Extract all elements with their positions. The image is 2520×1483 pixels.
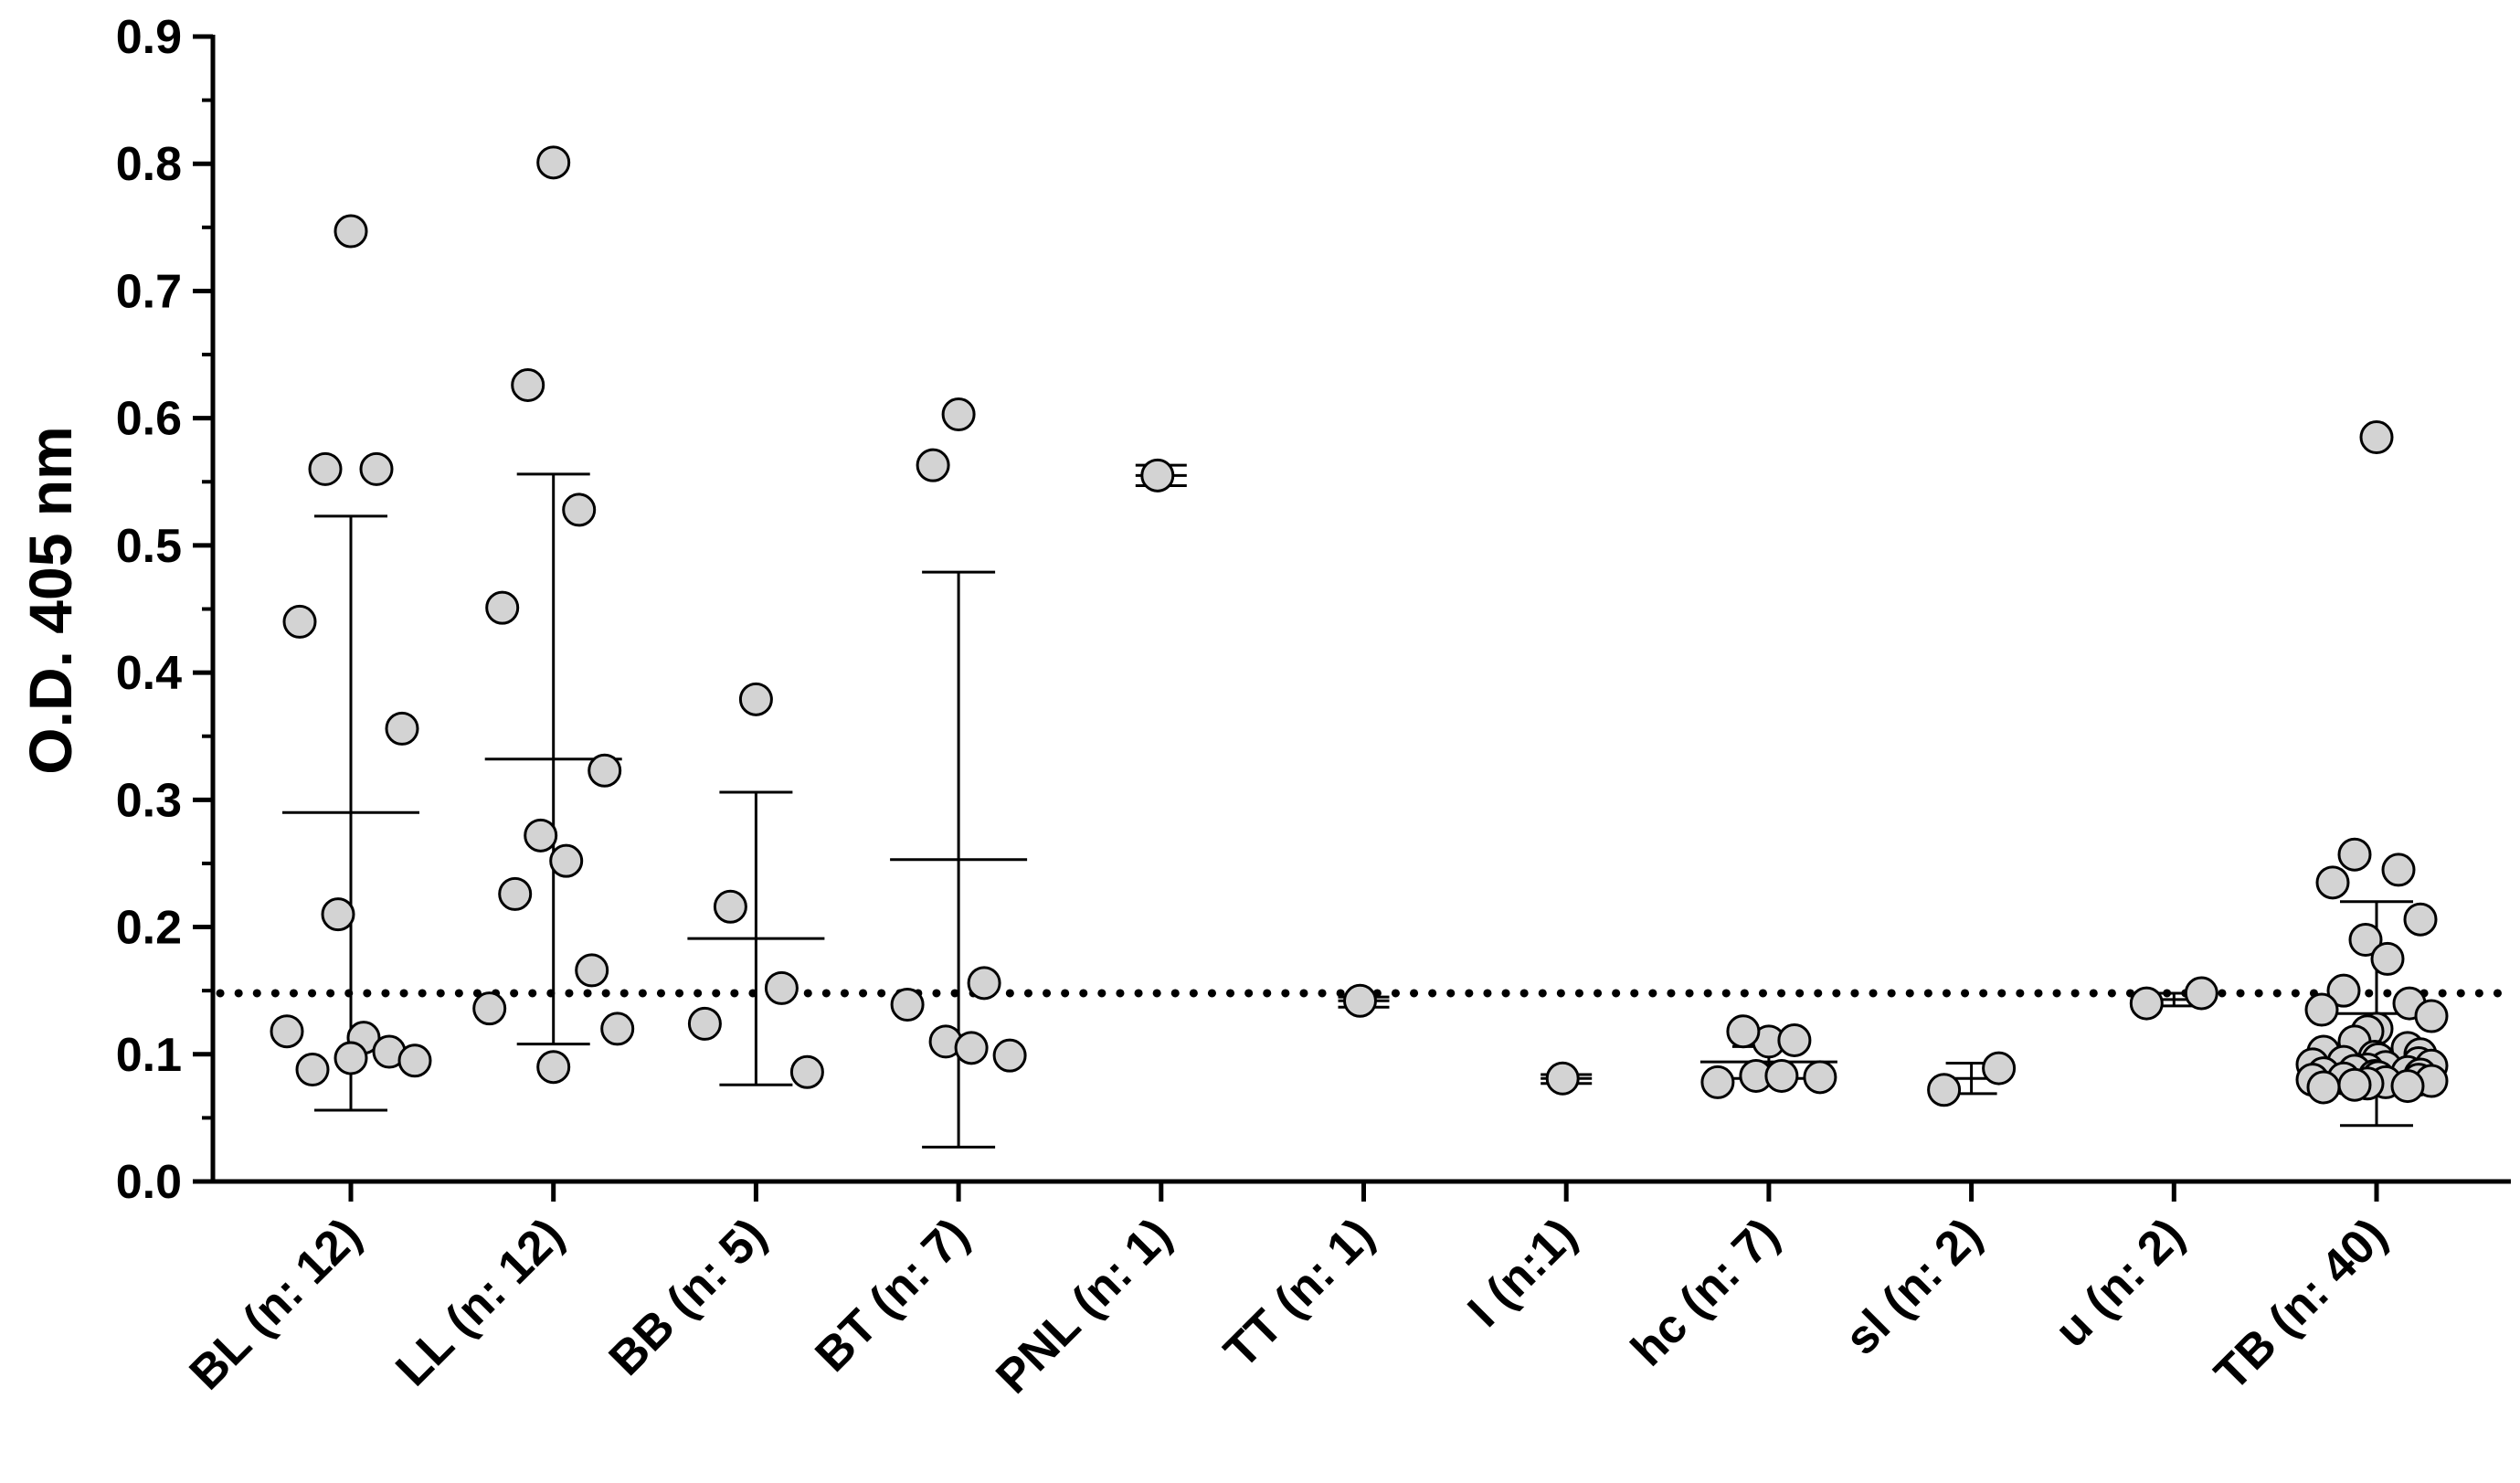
y-tick-label: 0.0 xyxy=(116,1156,182,1209)
data-point xyxy=(2359,420,2394,455)
data-point xyxy=(385,711,419,746)
data-point xyxy=(2326,973,2361,1008)
y-tick-label: 0.4 xyxy=(116,647,182,700)
data-point xyxy=(1803,1060,1837,1095)
data-point xyxy=(498,876,533,911)
data-point xyxy=(2337,1067,2372,1102)
data-point xyxy=(2184,976,2218,1011)
data-point xyxy=(2414,999,2449,1033)
x-tick-label: u (n: 2) xyxy=(2045,1208,2195,1358)
data-point xyxy=(2370,941,2405,976)
data-point xyxy=(2129,986,2164,1021)
data-point xyxy=(954,1031,989,1065)
data-point xyxy=(536,145,571,180)
x-tick-label: BL (n: 12) xyxy=(180,1208,372,1400)
data-point xyxy=(687,1006,722,1041)
data-point xyxy=(789,1054,824,1089)
y-tick-label: 0.1 xyxy=(116,1029,182,1082)
x-tick-label: TB (n: 40) xyxy=(2205,1208,2398,1401)
data-point xyxy=(713,889,747,924)
data-point xyxy=(562,493,597,527)
data-point xyxy=(1777,1022,1812,1057)
data-point xyxy=(992,1038,1027,1073)
data-point xyxy=(2403,902,2438,937)
data-point xyxy=(1140,458,1175,493)
data-point xyxy=(2390,1069,2425,1104)
data-point xyxy=(2306,1070,2341,1105)
x-tick-label: I (n:1) xyxy=(1458,1208,1587,1337)
x-tick-label: LL (n: 12) xyxy=(386,1208,574,1396)
data-point xyxy=(764,970,799,1005)
data-point xyxy=(2337,837,2372,872)
data-point xyxy=(738,682,773,716)
data-point xyxy=(890,987,925,1022)
data-point xyxy=(321,897,355,932)
data-point xyxy=(282,604,317,639)
x-tick-label: BB (n: 5) xyxy=(599,1208,777,1385)
axes-layer xyxy=(193,34,2511,1202)
error-bars-layer xyxy=(282,463,2445,1149)
y-axis-label: O.D. 405 nm xyxy=(16,426,84,774)
data-point xyxy=(1700,1065,1735,1099)
data-point xyxy=(2304,992,2339,1027)
data-point xyxy=(472,991,507,1026)
x-tick-label: sl (n: 2) xyxy=(1835,1208,1992,1365)
labels-layer: 0.0 0.1 0.2 0.3 0.4 0.5 0.6 0.7 0.8 0.9 BL (n: 12)… xyxy=(116,11,2398,1404)
data-point xyxy=(1764,1058,1799,1093)
data-point xyxy=(308,451,343,486)
data-point xyxy=(575,953,609,988)
y-tick-label: 0.9 xyxy=(116,11,182,64)
data-point xyxy=(511,367,545,402)
data-point xyxy=(359,451,394,486)
data-point xyxy=(485,590,520,625)
data-point xyxy=(549,843,584,878)
y-tick-label: 0.7 xyxy=(116,265,182,318)
data-point xyxy=(1343,983,1377,1018)
y-tick-label: 0.8 xyxy=(116,138,182,191)
data-point xyxy=(2381,853,2416,887)
x-tick-label: hc (n: 7) xyxy=(1621,1208,1789,1376)
points-layer xyxy=(270,145,2449,1107)
y-tick-label: 0.5 xyxy=(116,520,182,573)
y-tick-label: 0.6 xyxy=(116,393,182,446)
data-point xyxy=(295,1052,330,1086)
data-point xyxy=(397,1043,432,1078)
data-point xyxy=(334,214,368,249)
data-point xyxy=(2315,865,2350,900)
data-point xyxy=(1545,1061,1580,1096)
data-point xyxy=(600,1012,635,1046)
data-point xyxy=(941,397,976,431)
data-point xyxy=(334,1041,368,1075)
data-point xyxy=(2348,922,2383,957)
data-point xyxy=(967,966,1001,1001)
data-point xyxy=(916,448,950,482)
data-point xyxy=(536,1050,571,1085)
data-point xyxy=(588,753,622,788)
data-point xyxy=(1982,1051,2017,1086)
x-tick-label: TT (n: 1) xyxy=(1214,1208,1384,1378)
data-point xyxy=(1927,1073,1962,1107)
data-point xyxy=(1726,1014,1761,1049)
data-point xyxy=(524,818,558,853)
x-tick-label: PNL (n: 1) xyxy=(986,1208,1181,1404)
data-point xyxy=(270,1014,304,1049)
x-tick-label: BT (n: 7) xyxy=(805,1208,979,1382)
y-tick-label: 0.2 xyxy=(116,902,182,955)
y-tick-label: 0.3 xyxy=(116,774,182,827)
